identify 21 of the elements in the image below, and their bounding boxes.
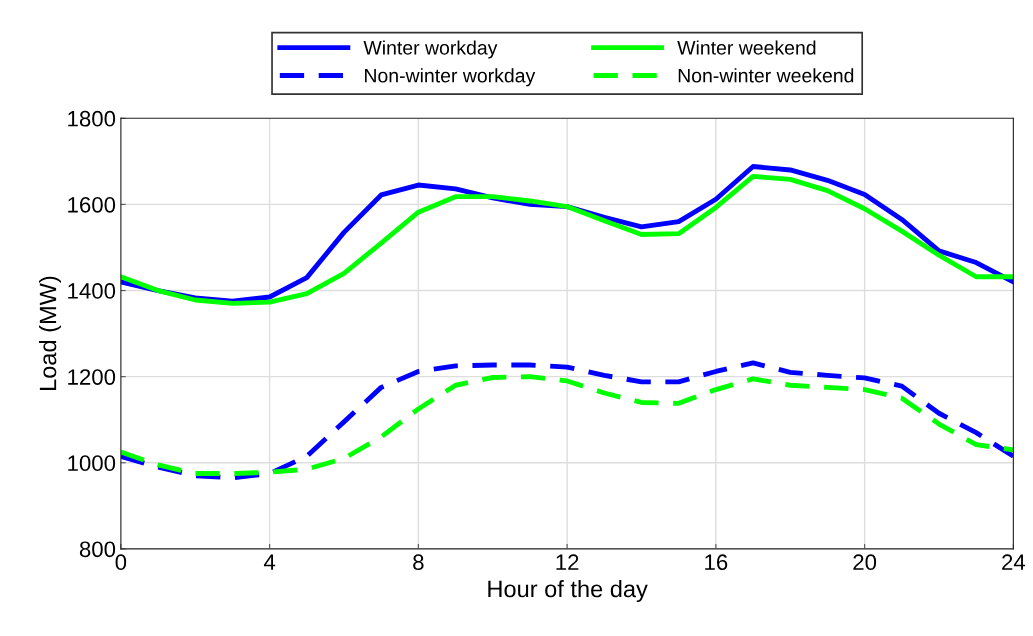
- legend-label: Non-winter workday: [365, 68, 536, 87]
- x-tick-label: 20: [853, 554, 877, 571]
- y-tick-label: 1600: [68, 196, 116, 213]
- line-series: [120, 374, 1014, 476]
- y-tick-label: 1200: [68, 369, 116, 385]
- x-tick-label: 0: [115, 554, 127, 571]
- y-axis-title: Load (MW): [39, 276, 61, 391]
- legend-label: Winter weekend: [677, 40, 816, 55]
- y-tick-label: 1800: [68, 110, 116, 127]
- x-tick-label: 4: [263, 554, 276, 570]
- legend-label: Non-winter weekend: [678, 68, 854, 83]
- y-tick-label: 1400: [68, 283, 116, 299]
- y-tick-label: 1000: [68, 455, 116, 472]
- x-tick-label: 8: [413, 554, 424, 571]
- x-tick-label: 12: [556, 554, 579, 570]
- line-series: [120, 360, 1014, 481]
- x-tick-label: 16: [705, 554, 728, 571]
- y-tick-label: 800: [79, 541, 116, 558]
- legend-label: Winter workday: [363, 40, 498, 59]
- x-axis-title: Hour of the day: [488, 580, 648, 603]
- x-tick-label: 24: [1002, 554, 1026, 570]
